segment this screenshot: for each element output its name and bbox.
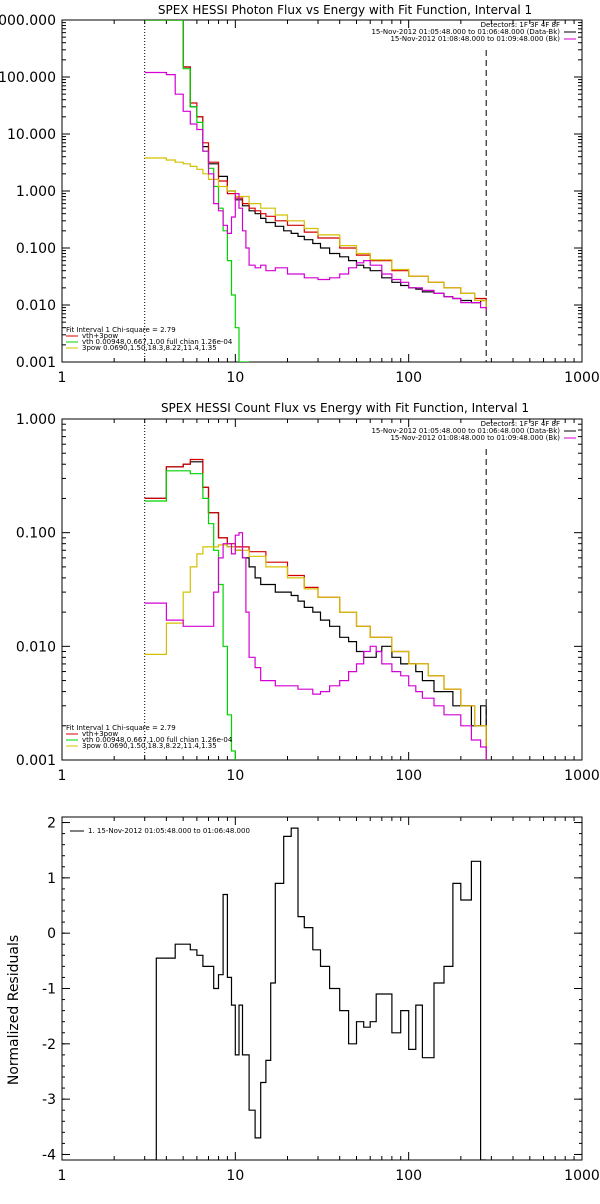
y-tick-label: -1 <box>42 982 56 998</box>
series-line-vth <box>144 470 236 760</box>
legend-entry: vth+3pow <box>82 332 118 340</box>
residuals-ylabel: Normalized Residuals <box>6 935 22 1085</box>
x-tick-label: 10 <box>226 768 244 784</box>
legend-entry: 3pow 0.0690,1.50,18.3,8.22,11.4,1.35 <box>82 344 217 352</box>
axes-frame <box>61 816 583 1161</box>
legend-fit-info: Fit Interval 1 Chi-square = 2.79 <box>66 326 176 334</box>
x-tick-label: 1 <box>58 1168 67 1184</box>
y-tick-label: 1.000 <box>16 412 56 428</box>
panel1-title: SPEX HESSI Photon Flux vs Energy with Fi… <box>158 3 532 17</box>
legend-top-right-line: Detectors: 1F 3F 4F 8F <box>481 420 560 428</box>
x-tick-label: 100 <box>395 370 422 386</box>
y-tick-label: 1.000 <box>16 184 56 200</box>
legend-entry: vth 0.00948,0.667,1.00 full chian 1.26e-… <box>82 338 233 346</box>
y-tick-label: 0.010 <box>16 298 56 314</box>
photon-flux-plot: 1 10 100 1000 0.001 0.010 0.100 1.000 10.000 100.… <box>0 13 600 386</box>
legend-top-right-line: 15-Nov-2012 01:08:48.000 to 01:09:48.000… <box>390 434 560 442</box>
series-line-vth-3pow <box>144 20 487 311</box>
axes-frame <box>61 19 583 363</box>
legend-top-right-line: 15-Nov-2012 01:08:48.000 to 01:09:48.000… <box>390 35 560 43</box>
y-tick-label: 2 <box>47 816 56 832</box>
y-tick-label: -3 <box>42 1092 56 1108</box>
series-line-data-bk <box>144 20 487 311</box>
axes-frame <box>61 418 583 761</box>
x-tick-label: 10 <box>226 370 244 386</box>
residuals-plot: 1 10 100 1000 -4 -3 -2 -1 0 1 2 1. 15-Nov-2012 01:0… <box>42 816 600 1184</box>
y-tick-label: 0 <box>47 926 56 942</box>
x-tick-label: 100 <box>395 1168 422 1184</box>
legend-top-right-line: Detectors: 1F 3F 4F 8F <box>481 21 560 29</box>
legend-entry: vth+3pow <box>82 730 118 738</box>
y-tick-label: 0.100 <box>16 526 56 542</box>
legend-top-right-line: 15-Nov-2012 01:05:48.000 to 01:06:48.000… <box>371 427 560 435</box>
y-tick-label: 0.001 <box>16 355 56 371</box>
series-line-bk <box>144 532 487 760</box>
series-line-3pow <box>144 157 487 311</box>
panel2-title: SPEX HESSI Count Flux vs Energy with Fit… <box>161 401 529 415</box>
y-tick-label: 1000.000 <box>0 13 56 29</box>
legend-fit-info: Fit Interval 1 Chi-square = 2.79 <box>66 724 176 732</box>
legend-top-right-line: 15-Nov-2012 01:05:48.000 to 01:06:48.000… <box>371 28 560 36</box>
y-tick-label: 0.010 <box>16 639 56 655</box>
y-tick-label: 100.000 <box>0 70 56 86</box>
series-line-bk <box>144 71 487 311</box>
y-tick-label: 1 <box>47 871 56 887</box>
legend-entry: 3pow 0.0690,1.50,18.3,8.22,11.4,1.35 <box>82 742 217 750</box>
x-tick-label: 100 <box>395 768 422 784</box>
series-line-3pow <box>144 544 487 760</box>
x-tick-label: 1 <box>58 768 67 784</box>
x-tick-label: 1000 <box>564 768 600 784</box>
series-line-vth-3pow <box>144 458 487 760</box>
x-tick-label: 1 <box>58 370 67 386</box>
y-tick-label: 10.000 <box>7 127 56 143</box>
y-tick-label: 0.100 <box>16 241 56 257</box>
x-tick-label: 10 <box>226 1168 244 1184</box>
y-tick-label: -2 <box>42 1037 56 1053</box>
series-line-1-15-nov-2012-01-05-48-000-to-01-06-48-000 <box>144 827 487 1160</box>
legend-entry: 1. 15-Nov-2012 01:05:48.000 to 01:06:48.… <box>88 827 250 835</box>
x-tick-label: 1000 <box>564 1168 600 1184</box>
legend-entry: vth 0.00948,0.667,1.00 full chian 1.26e-… <box>82 736 233 744</box>
y-tick-label: 0.001 <box>16 753 56 769</box>
series-line-data-bk <box>144 461 487 760</box>
x-tick-label: 1000 <box>564 370 600 386</box>
count-flux-plot: 1 10 100 1000 0.001 0.010 0.100 1.000 Detectors:… <box>16 412 600 784</box>
y-tick-label: -4 <box>42 1147 56 1163</box>
